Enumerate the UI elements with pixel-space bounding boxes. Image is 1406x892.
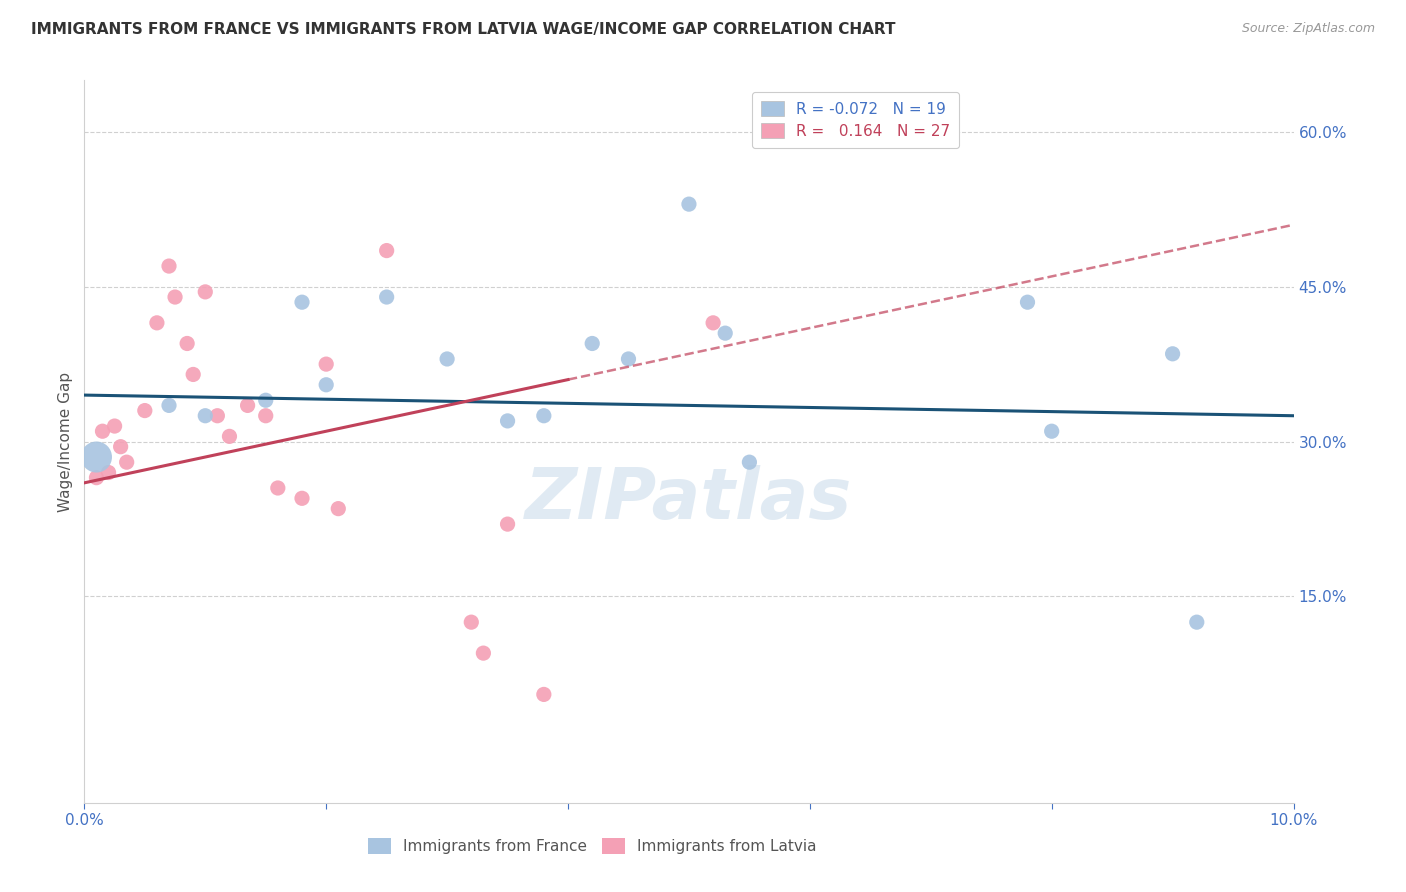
Point — [291, 295, 314, 310]
Point — [678, 197, 700, 211]
Text: IMMIGRANTS FROM FRANCE VS IMMIGRANTS FROM LATVIA WAGE/INCOME GAP CORRELATION CHA: IMMIGRANTS FROM FRANCE VS IMMIGRANTS FRO… — [31, 22, 896, 37]
Point — [194, 409, 217, 423]
Point — [436, 351, 458, 366]
Text: ZIPatlas: ZIPatlas — [526, 465, 852, 533]
Point — [533, 409, 555, 423]
Point — [472, 646, 495, 660]
Point — [157, 259, 180, 273]
Point — [146, 316, 169, 330]
Point — [714, 326, 737, 341]
Point — [1161, 347, 1184, 361]
Point — [91, 424, 114, 438]
Point — [581, 336, 603, 351]
Point — [315, 377, 337, 392]
Point — [86, 471, 108, 485]
Point — [86, 450, 108, 464]
Point — [460, 615, 482, 630]
Point — [194, 285, 217, 299]
Point — [267, 481, 290, 495]
Point — [181, 368, 204, 382]
Text: Source: ZipAtlas.com: Source: ZipAtlas.com — [1241, 22, 1375, 36]
Point — [375, 290, 398, 304]
Point — [104, 419, 127, 434]
Point — [254, 393, 277, 408]
Point — [134, 403, 156, 417]
Point — [254, 409, 277, 423]
Point — [218, 429, 240, 443]
Point — [496, 414, 519, 428]
Point — [165, 290, 187, 304]
Point — [157, 398, 180, 412]
Legend: Immigrants from France, Immigrants from Latvia: Immigrants from France, Immigrants from … — [361, 832, 823, 860]
Point — [1017, 295, 1039, 310]
Point — [533, 687, 555, 701]
Point — [97, 466, 120, 480]
Point — [207, 409, 229, 423]
Point — [738, 455, 761, 469]
Point — [496, 517, 519, 532]
Point — [176, 336, 198, 351]
Point — [236, 398, 259, 412]
Point — [315, 357, 337, 371]
Point — [291, 491, 314, 506]
Point — [328, 501, 350, 516]
Point — [617, 351, 640, 366]
Point — [702, 316, 724, 330]
Point — [1185, 615, 1208, 630]
Point — [115, 455, 138, 469]
Point — [375, 244, 398, 258]
Point — [110, 440, 132, 454]
Point — [1040, 424, 1063, 438]
Y-axis label: Wage/Income Gap: Wage/Income Gap — [58, 371, 73, 512]
